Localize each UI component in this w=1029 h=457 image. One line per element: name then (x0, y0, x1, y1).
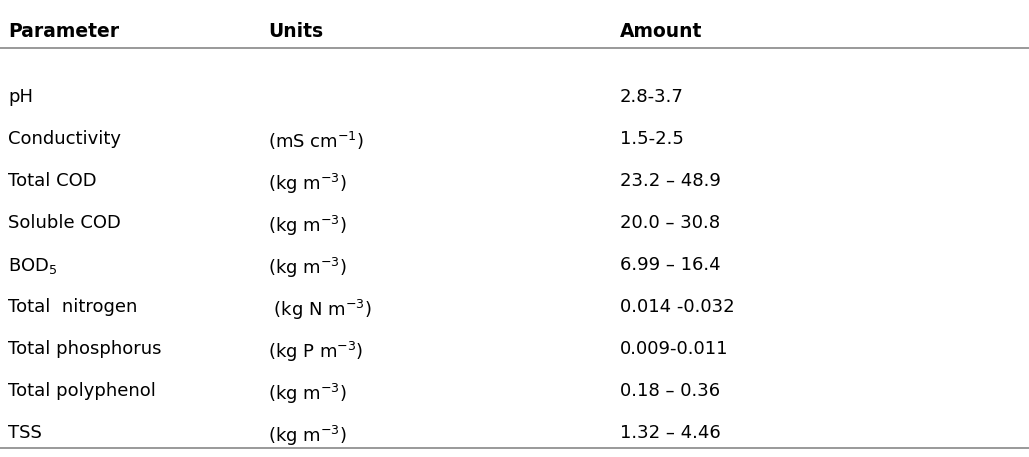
Text: Total  nitrogen: Total nitrogen (8, 298, 138, 316)
Text: 23.2 – 48.9: 23.2 – 48.9 (620, 172, 721, 190)
Text: (kg m$^{-3}$): (kg m$^{-3}$) (268, 172, 347, 196)
Text: (kg m$^{-3}$): (kg m$^{-3}$) (268, 424, 347, 448)
Text: Parameter: Parameter (8, 22, 119, 41)
Text: 2.8-3.7: 2.8-3.7 (620, 88, 684, 106)
Text: pH: pH (8, 88, 33, 106)
Text: (kg N m$^{-3}$): (kg N m$^{-3}$) (268, 298, 371, 322)
Text: 1.32 – 4.46: 1.32 – 4.46 (620, 424, 720, 442)
Text: 1.5-2.5: 1.5-2.5 (620, 130, 684, 148)
Text: Total phosphorus: Total phosphorus (8, 340, 162, 358)
Text: (kg P m$^{-3}$): (kg P m$^{-3}$) (268, 340, 363, 364)
Text: 0.009-0.011: 0.009-0.011 (620, 340, 729, 358)
Text: Total polyphenol: Total polyphenol (8, 382, 155, 400)
Text: (mS cm$^{-1}$): (mS cm$^{-1}$) (268, 130, 364, 152)
Text: (kg m$^{-3}$): (kg m$^{-3}$) (268, 382, 347, 406)
Text: (kg m$^{-3}$): (kg m$^{-3}$) (268, 214, 347, 238)
Text: 6.99 – 16.4: 6.99 – 16.4 (620, 256, 720, 274)
Text: 20.0 – 30.8: 20.0 – 30.8 (620, 214, 720, 232)
Text: (kg m$^{-3}$): (kg m$^{-3}$) (268, 256, 347, 280)
Text: Units: Units (268, 22, 323, 41)
Text: TSS: TSS (8, 424, 42, 442)
Text: BOD$_5$: BOD$_5$ (8, 256, 58, 276)
Text: 0.18 – 0.36: 0.18 – 0.36 (620, 382, 720, 400)
Text: Amount: Amount (620, 22, 703, 41)
Text: Soluble COD: Soluble COD (8, 214, 120, 232)
Text: Conductivity: Conductivity (8, 130, 121, 148)
Text: Total COD: Total COD (8, 172, 97, 190)
Text: 0.014 -0.032: 0.014 -0.032 (620, 298, 735, 316)
